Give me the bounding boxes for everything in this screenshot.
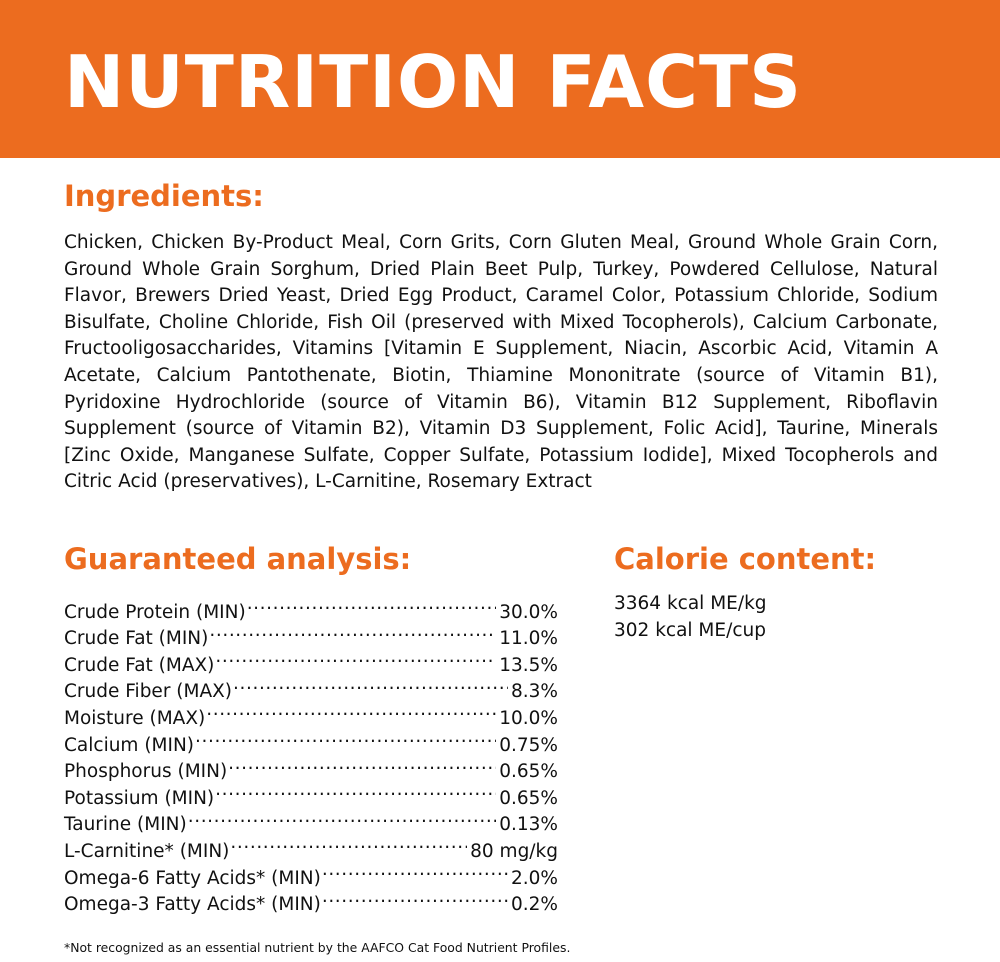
- analysis-row-calcium-min: Calcium (MIN) 0.75%: [64, 724, 558, 756]
- header-band: NUTRITION FACTS: [0, 0, 1000, 158]
- analysis-value: 11.0%: [499, 628, 558, 650]
- dot-leader: [209, 618, 496, 645]
- ingredients-heading: Ingredients:: [64, 179, 264, 213]
- analysis-value: 0.65%: [499, 787, 558, 809]
- analysis-row-crude-fat-min: Crude Fat (MIN) 11.0%: [64, 618, 558, 650]
- analysis-label: Omega-3 Fatty Acids* (MIN): [64, 894, 321, 916]
- analysis-label: Moisture (MAX): [64, 707, 206, 729]
- dot-leader: [247, 591, 497, 618]
- page-title: NUTRITION FACTS: [64, 40, 802, 124]
- analysis-label: Calcium (MIN): [64, 734, 195, 756]
- dot-leader: [215, 777, 496, 804]
- analysis-value: 0.65%: [499, 761, 558, 783]
- analysis-label: Crude Fat (MAX): [64, 654, 215, 676]
- analysis-value: 30.0%: [499, 601, 558, 623]
- guaranteed-analysis-heading: Guaranteed analysis:: [64, 542, 412, 576]
- analysis-row-crude-fat-max: Crude Fat (MAX) 13.5%: [64, 644, 558, 676]
- dot-leader: [195, 724, 496, 751]
- dot-leader: [228, 751, 496, 778]
- dot-leader: [206, 697, 496, 724]
- analysis-label: Phosphorus (MIN): [64, 761, 228, 783]
- analysis-label: L-Carnitine* (MIN): [64, 840, 230, 862]
- analysis-value: 0.2%: [511, 894, 558, 916]
- analysis-row-crude-protein-min: Crude Protein (MIN) 30.0%: [64, 591, 558, 623]
- analysis-label: Crude Fiber (MAX): [64, 681, 233, 703]
- calorie-per-cup: 302 kcal ME/cup: [614, 619, 766, 641]
- analysis-label: Potassium (MIN): [64, 787, 215, 809]
- analysis-row-potassium-min: Potassium (MIN) 0.65%: [64, 777, 558, 809]
- analysis-row-moisture-max: Moisture (MAX) 10.0%: [64, 697, 558, 729]
- analysis-value: 10.0%: [499, 707, 558, 729]
- dot-leader: [230, 830, 467, 857]
- dot-leader: [322, 857, 508, 884]
- analysis-row-omega-3-min: Omega-3 Fatty Acids* (MIN) 0.2%: [64, 884, 558, 916]
- analysis-value: 8.3%: [511, 681, 558, 703]
- analysis-label: Omega-6 Fatty Acids* (MIN): [64, 867, 321, 889]
- dot-leader: [233, 671, 508, 698]
- calorie-content-heading: Calorie content:: [614, 542, 877, 576]
- ingredients-text: Chicken, Chicken By-Product Meal, Corn G…: [64, 232, 938, 493]
- analysis-value: 2.0%: [511, 867, 558, 889]
- dot-leader: [215, 644, 496, 671]
- analysis-label: Taurine (MIN): [64, 814, 187, 836]
- analysis-value: 0.75%: [499, 734, 558, 756]
- analysis-label: Crude Fat (MIN): [64, 628, 209, 650]
- analysis-row-omega-6-min: Omega-6 Fatty Acids* (MIN) 2.0%: [64, 857, 558, 889]
- analysis-value: 0.13%: [499, 814, 558, 836]
- guaranteed-analysis-list: Crude Protein (MIN) 30.0% Crude Fat (MIN…: [64, 591, 558, 916]
- dot-leader: [188, 804, 496, 831]
- analysis-row-crude-fiber-max: Crude Fiber (MAX) 8.3%: [64, 671, 558, 703]
- analysis-label: Crude Protein (MIN): [64, 601, 246, 623]
- calorie-per-kg: 3364 kcal ME/kg: [614, 593, 767, 614]
- footnote: *Not recognized as an essential nutrient…: [64, 940, 571, 955]
- dot-leader: [322, 884, 508, 911]
- analysis-row-taurine-min: Taurine (MIN) 0.13%: [64, 804, 558, 836]
- analysis-value: 13.5%: [499, 654, 558, 676]
- calorie-content-list: 3364 kcal ME/kg 302 kcal ME/cup: [614, 591, 767, 644]
- analysis-row-phosphorus-min: Phosphorus (MIN) 0.65%: [64, 751, 558, 783]
